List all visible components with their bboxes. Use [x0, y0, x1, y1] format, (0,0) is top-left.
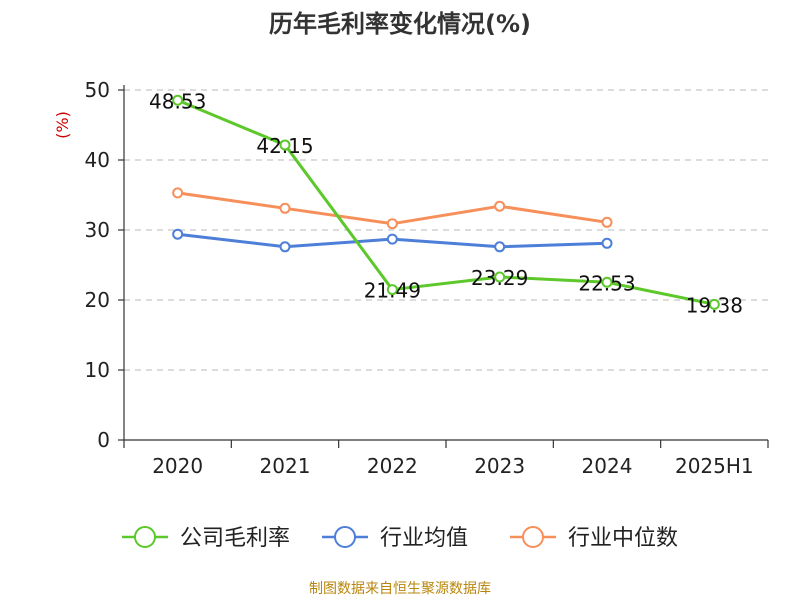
data-point: [601, 216, 613, 228]
legend-marker: [134, 526, 156, 548]
x-tick-label: 2024: [582, 454, 633, 478]
y-tick-label: 0: [97, 428, 110, 452]
data-point: [601, 276, 613, 288]
y-tick-label: 30: [85, 218, 110, 242]
data-label: 23.29: [471, 266, 528, 290]
data-point: [279, 202, 291, 214]
data-point: [601, 237, 613, 249]
chart-title: 历年毛利率变化情况(%): [269, 10, 531, 38]
data-label: 42.15: [256, 134, 313, 158]
y-tick-label: 20: [85, 288, 110, 312]
series-line: [177, 98, 715, 306]
legend-label: 行业均值: [380, 526, 468, 551]
y-tick-label: 50: [85, 78, 110, 102]
y-tick-label: 10: [85, 358, 110, 382]
x-tick-label: 2020: [152, 454, 203, 478]
data-point: [386, 218, 398, 230]
y-axis-unit: (%): [53, 111, 72, 139]
data-label: 19.38: [686, 293, 743, 317]
data-point: [386, 233, 398, 245]
data-point: [708, 298, 720, 310]
data-point: [386, 284, 398, 296]
y-tick-label: 40: [85, 148, 110, 172]
data-point: [494, 200, 506, 212]
data-point: [494, 241, 506, 253]
legend-marker: [522, 526, 544, 548]
legend-label: 行业中位数: [568, 526, 678, 551]
x-tick-label: 2021: [260, 454, 311, 478]
data-point: [172, 187, 184, 199]
source-note: 制图数据来自恒生聚源数据库: [309, 581, 491, 597]
x-tick-label: 2025H1: [675, 454, 754, 478]
x-tick-label: 2023: [474, 454, 525, 478]
legend-label: 公司毛利率: [180, 526, 290, 551]
data-point: [172, 228, 184, 240]
x-tick-label: 2022: [367, 454, 418, 478]
data-label: 22.53: [578, 271, 635, 295]
data-label: 21.49: [364, 279, 421, 303]
data-point: [494, 271, 506, 283]
data-point: [279, 241, 291, 253]
data-point: [279, 139, 291, 151]
data-point: [172, 94, 184, 106]
data-label: 48.53: [149, 89, 206, 113]
legend-marker: [334, 526, 356, 548]
